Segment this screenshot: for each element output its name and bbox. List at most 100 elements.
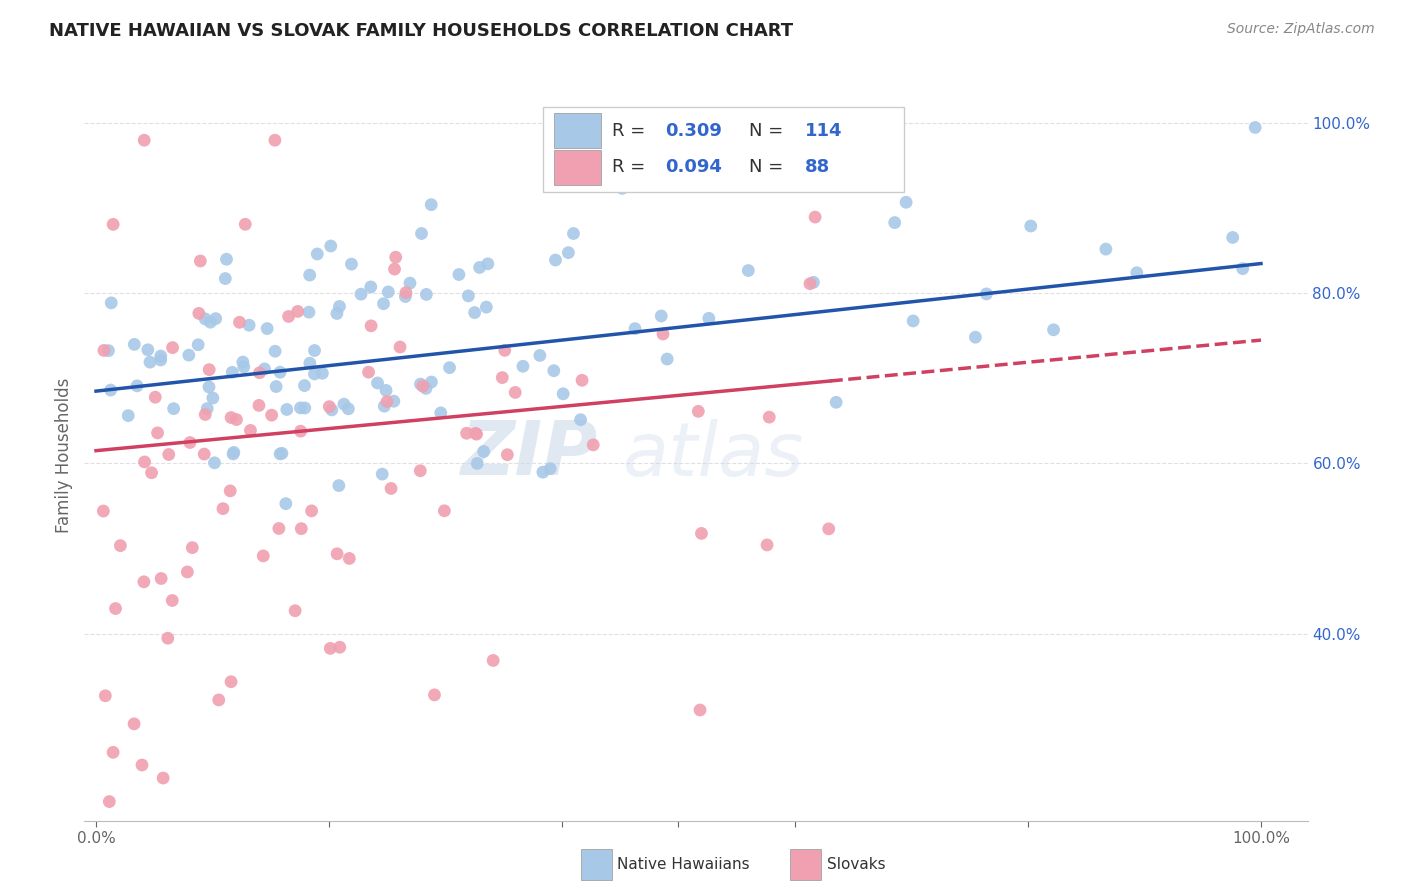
Point <box>198 362 221 376</box>
Point <box>97 343 120 358</box>
Point <box>371 467 394 482</box>
Text: 88: 88 <box>804 159 830 177</box>
Point <box>350 287 373 301</box>
Point <box>367 376 389 390</box>
Point <box>690 526 713 541</box>
Point <box>326 547 349 561</box>
Point <box>157 448 180 462</box>
Point <box>464 305 486 319</box>
Point <box>149 349 172 363</box>
Point <box>409 464 432 478</box>
Point <box>239 424 262 438</box>
Point <box>124 337 146 351</box>
Point <box>134 455 156 469</box>
Point <box>271 446 294 460</box>
Point <box>253 362 276 376</box>
Point <box>1095 242 1118 256</box>
Point <box>264 379 287 393</box>
Point <box>110 539 132 553</box>
Point <box>803 276 825 290</box>
Point <box>134 133 156 147</box>
Point <box>1232 261 1254 276</box>
Point <box>531 465 554 479</box>
Point <box>93 343 115 358</box>
Point <box>360 318 382 333</box>
Point <box>689 703 711 717</box>
Point <box>136 343 159 357</box>
Point <box>287 304 309 318</box>
Point <box>188 254 211 268</box>
Point <box>321 403 343 417</box>
Point <box>465 457 488 471</box>
Point <box>688 404 710 418</box>
Point <box>382 394 405 409</box>
Point <box>228 315 250 329</box>
Point <box>477 257 499 271</box>
Point <box>447 268 470 282</box>
Point <box>389 340 412 354</box>
Point <box>482 653 505 667</box>
Point <box>737 263 759 277</box>
Point <box>901 314 924 328</box>
Point <box>612 181 634 195</box>
Point <box>225 412 247 426</box>
Point <box>394 289 416 303</box>
Point <box>162 341 184 355</box>
Point <box>101 745 124 759</box>
Point <box>304 343 326 358</box>
Point <box>340 257 363 271</box>
Point <box>380 482 402 496</box>
Point <box>181 541 204 555</box>
Point <box>1019 219 1042 233</box>
Point <box>420 197 443 211</box>
Point <box>650 309 672 323</box>
Point <box>152 771 174 785</box>
Point <box>101 218 124 232</box>
Point <box>162 401 184 416</box>
Point <box>357 365 380 379</box>
Point <box>333 397 356 411</box>
Point <box>652 326 675 341</box>
Point <box>464 426 486 441</box>
Point <box>319 641 342 656</box>
Point <box>624 321 647 335</box>
Point <box>301 504 323 518</box>
Point <box>219 674 242 689</box>
FancyBboxPatch shape <box>554 113 600 148</box>
Text: N =: N = <box>748 122 789 140</box>
Point <box>409 377 432 392</box>
Point <box>194 311 217 326</box>
Point <box>104 601 127 615</box>
Point <box>433 504 456 518</box>
Point <box>375 384 398 398</box>
Point <box>503 385 526 400</box>
Point <box>883 216 905 230</box>
Point <box>264 344 287 359</box>
Point <box>200 315 222 329</box>
Point <box>127 379 149 393</box>
Point <box>328 478 350 492</box>
Point <box>697 311 720 326</box>
Point <box>122 717 145 731</box>
Point <box>256 321 278 335</box>
Text: Source: ZipAtlas.com: Source: ZipAtlas.com <box>1227 22 1375 37</box>
Point <box>465 427 488 442</box>
Point <box>284 604 307 618</box>
Point <box>260 408 283 422</box>
Point <box>179 435 201 450</box>
Point <box>214 271 236 285</box>
Point <box>894 195 917 210</box>
Point <box>269 447 291 461</box>
FancyBboxPatch shape <box>554 150 600 185</box>
Point <box>290 401 312 415</box>
Point <box>384 250 406 264</box>
Point <box>965 330 987 344</box>
Point <box>415 381 437 395</box>
Point <box>177 348 200 362</box>
Y-axis label: Family Households: Family Households <box>55 377 73 533</box>
Point <box>274 497 297 511</box>
Point <box>360 280 382 294</box>
Point <box>162 593 184 607</box>
Point <box>249 366 271 380</box>
Point <box>799 277 821 291</box>
